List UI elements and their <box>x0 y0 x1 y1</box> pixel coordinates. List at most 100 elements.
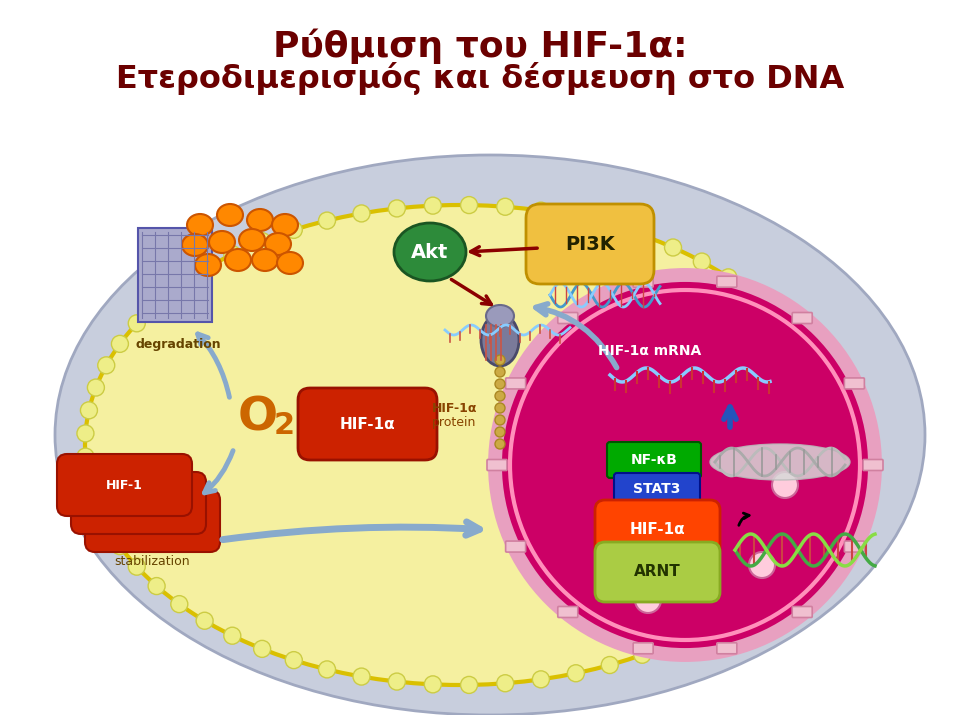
Ellipse shape <box>187 214 213 236</box>
Ellipse shape <box>486 305 514 327</box>
Circle shape <box>496 675 514 691</box>
Ellipse shape <box>209 231 235 253</box>
Text: NF-κB: NF-κB <box>631 453 678 467</box>
Circle shape <box>495 415 505 425</box>
Circle shape <box>461 197 477 214</box>
Circle shape <box>148 295 165 312</box>
FancyBboxPatch shape <box>792 606 812 618</box>
Circle shape <box>129 315 145 332</box>
Ellipse shape <box>277 252 303 274</box>
Circle shape <box>129 558 145 575</box>
Circle shape <box>253 641 271 657</box>
Circle shape <box>664 634 682 651</box>
Circle shape <box>495 427 505 437</box>
Ellipse shape <box>225 249 251 271</box>
Circle shape <box>825 460 842 477</box>
FancyBboxPatch shape <box>298 388 437 460</box>
Text: PI3K: PI3K <box>565 235 614 254</box>
FancyBboxPatch shape <box>595 542 720 602</box>
Text: STAT3: STAT3 <box>634 482 681 496</box>
Text: O: O <box>238 395 278 440</box>
Text: HIF-1α: HIF-1α <box>432 402 477 415</box>
Circle shape <box>799 527 816 544</box>
Circle shape <box>495 355 505 365</box>
Ellipse shape <box>217 204 243 226</box>
Circle shape <box>601 217 618 234</box>
Circle shape <box>111 538 129 555</box>
Text: HIF-1: HIF-1 <box>106 478 142 491</box>
Circle shape <box>664 239 682 256</box>
Circle shape <box>634 646 651 664</box>
Ellipse shape <box>239 229 265 251</box>
Circle shape <box>495 391 505 401</box>
Circle shape <box>319 661 336 678</box>
FancyBboxPatch shape <box>506 541 526 552</box>
Circle shape <box>98 357 115 374</box>
FancyBboxPatch shape <box>634 276 653 287</box>
Circle shape <box>693 253 710 270</box>
Circle shape <box>461 676 477 694</box>
Circle shape <box>533 671 549 688</box>
FancyBboxPatch shape <box>85 490 220 552</box>
Ellipse shape <box>252 249 278 271</box>
Text: stabilization: stabilization <box>114 555 190 568</box>
Text: ARNT: ARNT <box>634 565 681 579</box>
Circle shape <box>495 403 505 413</box>
Circle shape <box>495 439 505 449</box>
Circle shape <box>567 208 585 225</box>
Circle shape <box>772 472 798 498</box>
Circle shape <box>495 367 505 377</box>
Circle shape <box>389 200 405 217</box>
Circle shape <box>111 335 129 352</box>
Text: HIF-1α: HIF-1α <box>339 417 395 431</box>
Circle shape <box>319 212 336 229</box>
Circle shape <box>77 448 94 465</box>
FancyBboxPatch shape <box>845 541 864 552</box>
Circle shape <box>171 596 188 613</box>
Circle shape <box>825 413 842 430</box>
FancyBboxPatch shape <box>717 276 737 287</box>
FancyBboxPatch shape <box>138 228 212 322</box>
FancyBboxPatch shape <box>792 312 812 323</box>
Circle shape <box>285 651 302 669</box>
Circle shape <box>81 402 97 419</box>
Ellipse shape <box>85 205 835 685</box>
Circle shape <box>765 568 782 585</box>
Circle shape <box>749 552 775 578</box>
FancyBboxPatch shape <box>863 460 883 470</box>
Ellipse shape <box>195 254 221 276</box>
FancyBboxPatch shape <box>506 378 526 389</box>
Text: Ρύθμιση του HIF-1α:: Ρύθμιση του HIF-1α: <box>273 28 687 64</box>
Text: HIF-1α: HIF-1α <box>130 515 175 528</box>
Circle shape <box>634 227 651 244</box>
Circle shape <box>567 665 585 682</box>
Text: HIF-1α: HIF-1α <box>629 523 684 538</box>
Circle shape <box>720 269 737 286</box>
FancyBboxPatch shape <box>526 204 654 284</box>
FancyBboxPatch shape <box>558 606 578 618</box>
Circle shape <box>353 668 370 685</box>
Text: degradation: degradation <box>135 338 221 351</box>
Circle shape <box>224 627 241 644</box>
Ellipse shape <box>55 155 925 715</box>
Circle shape <box>720 604 737 621</box>
Circle shape <box>81 471 97 488</box>
FancyBboxPatch shape <box>595 500 720 560</box>
Text: HIF-1: HIF-1 <box>120 496 156 510</box>
Circle shape <box>783 548 801 565</box>
Ellipse shape <box>272 214 298 236</box>
Circle shape <box>253 232 271 250</box>
Circle shape <box>765 305 782 322</box>
Circle shape <box>744 286 761 303</box>
Circle shape <box>496 198 514 215</box>
Text: Ετεροδιμερισμός και δέσμευση στο DNA: Ετεροδιμερισμός και δέσμευση στο DNA <box>116 62 844 95</box>
Ellipse shape <box>394 223 466 281</box>
Circle shape <box>533 202 549 220</box>
FancyBboxPatch shape <box>558 312 578 323</box>
Circle shape <box>424 197 442 214</box>
Circle shape <box>811 368 828 385</box>
Ellipse shape <box>481 314 519 366</box>
FancyBboxPatch shape <box>487 460 507 470</box>
Circle shape <box>799 346 816 363</box>
Circle shape <box>820 390 836 408</box>
